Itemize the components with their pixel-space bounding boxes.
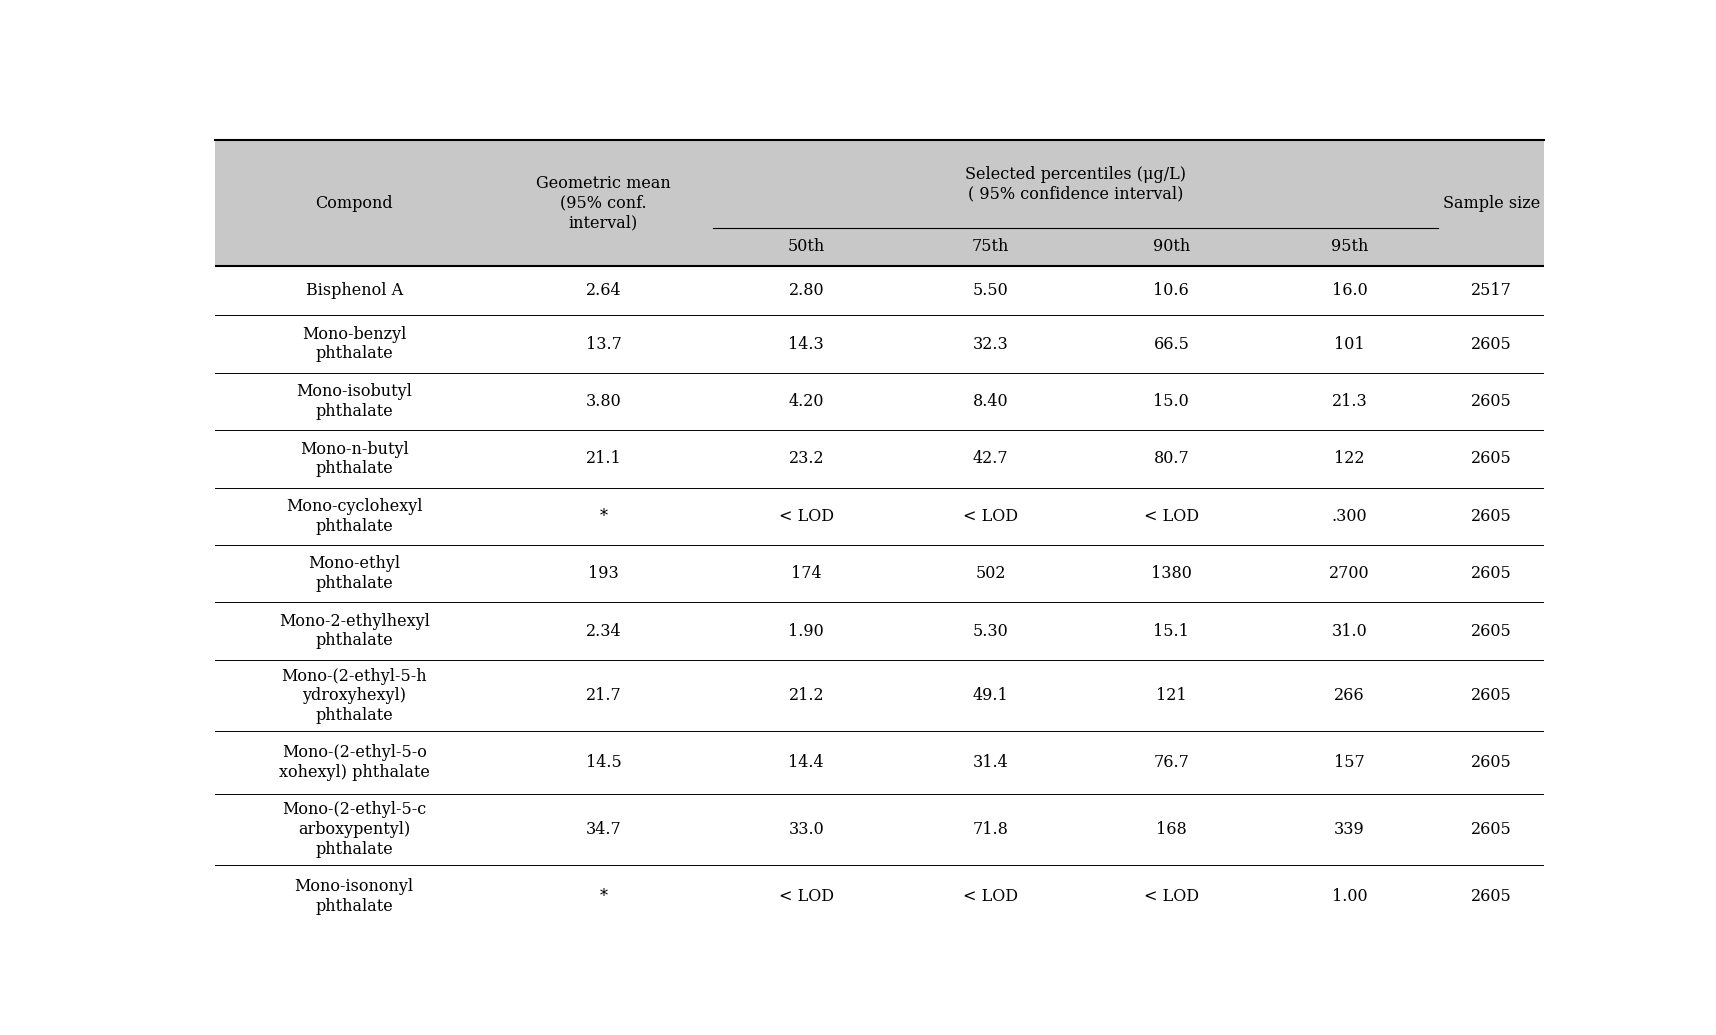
Text: 76.7: 76.7: [1153, 755, 1189, 771]
Text: 193: 193: [589, 565, 619, 582]
Text: 2605: 2605: [1471, 623, 1512, 640]
Text: 21.7: 21.7: [585, 687, 621, 704]
Text: 2605: 2605: [1471, 393, 1512, 410]
Text: 33.0: 33.0: [788, 821, 824, 838]
Text: 31.0: 31.0: [1332, 623, 1368, 640]
Text: 2.80: 2.80: [788, 283, 824, 299]
Text: 32.3: 32.3: [973, 335, 1009, 353]
Text: 16.0: 16.0: [1332, 283, 1368, 299]
Text: Mono-n-butyl
phthalate: Mono-n-butyl phthalate: [300, 441, 408, 477]
Text: 2605: 2605: [1471, 508, 1512, 525]
Text: 80.7: 80.7: [1153, 450, 1189, 468]
Text: 2700: 2700: [1330, 565, 1369, 582]
Text: 75th: 75th: [971, 238, 1009, 256]
Text: 42.7: 42.7: [973, 450, 1009, 468]
Text: Mono-(2-ethyl-5-h
ydroxyhexyl)
phthalate: Mono-(2-ethyl-5-h ydroxyhexyl) phthalate: [281, 668, 427, 723]
Text: 502: 502: [975, 565, 1006, 582]
Text: < LOD: < LOD: [779, 888, 834, 905]
Text: 1.00: 1.00: [1332, 888, 1368, 905]
Text: 71.8: 71.8: [973, 821, 1009, 838]
Text: 34.7: 34.7: [585, 821, 621, 838]
Text: 21.2: 21.2: [788, 687, 824, 704]
Text: 2605: 2605: [1471, 821, 1512, 838]
Text: 2605: 2605: [1471, 565, 1512, 582]
Text: Mono-benzyl
phthalate: Mono-benzyl phthalate: [302, 326, 407, 362]
Text: 13.7: 13.7: [585, 335, 621, 353]
Text: < LOD: < LOD: [963, 508, 1018, 525]
Text: 121: 121: [1157, 687, 1187, 704]
Text: 23.2: 23.2: [788, 450, 824, 468]
Bar: [214, 865, 1544, 927]
Text: 3.80: 3.80: [585, 393, 621, 410]
Text: 15.0: 15.0: [1153, 393, 1189, 410]
Text: *: *: [599, 508, 607, 525]
Text: Selected percentiles (μg/L)
( 95% confidence interval): Selected percentiles (μg/L) ( 95% confid…: [964, 166, 1186, 202]
Bar: [214, 266, 1544, 316]
Text: 2605: 2605: [1471, 755, 1512, 771]
Bar: [214, 545, 1544, 602]
Bar: [214, 316, 1544, 373]
Text: 2517: 2517: [1471, 283, 1512, 299]
Bar: [214, 140, 1544, 266]
Text: 122: 122: [1335, 450, 1364, 468]
Bar: [214, 732, 1544, 794]
Text: 31.4: 31.4: [973, 755, 1009, 771]
Text: 21.3: 21.3: [1332, 393, 1368, 410]
Text: 5.30: 5.30: [973, 623, 1009, 640]
Bar: [214, 373, 1544, 431]
Text: 14.3: 14.3: [788, 335, 824, 353]
Text: 2605: 2605: [1471, 888, 1512, 905]
Text: < LOD: < LOD: [1145, 888, 1199, 905]
Text: 49.1: 49.1: [973, 687, 1009, 704]
Text: .300: .300: [1332, 508, 1368, 525]
Text: Mono-isononyl
phthalate: Mono-isononyl phthalate: [295, 878, 414, 915]
Text: 15.1: 15.1: [1153, 623, 1189, 640]
Text: Mono-cyclohexyl
phthalate: Mono-cyclohexyl phthalate: [287, 498, 422, 535]
Text: Mono-isobutyl
phthalate: Mono-isobutyl phthalate: [297, 383, 412, 420]
Text: 266: 266: [1335, 687, 1364, 704]
Text: Mono-ethyl
phthalate: Mono-ethyl phthalate: [309, 556, 400, 592]
Text: *: *: [599, 888, 607, 905]
Text: 339: 339: [1335, 821, 1364, 838]
Text: < LOD: < LOD: [779, 508, 834, 525]
Text: 21.1: 21.1: [585, 450, 621, 468]
Text: 4.20: 4.20: [789, 393, 824, 410]
Text: 2605: 2605: [1471, 450, 1512, 468]
Text: 174: 174: [791, 565, 822, 582]
Text: Mono-(2-ethyl-5-c
arboxypentyl)
phthalate: Mono-(2-ethyl-5-c arboxypentyl) phthalat…: [281, 801, 426, 858]
Text: Mono-(2-ethyl-5-o
xohexyl) phthalate: Mono-(2-ethyl-5-o xohexyl) phthalate: [278, 744, 429, 780]
Text: 2605: 2605: [1471, 687, 1512, 704]
Text: 50th: 50th: [788, 238, 825, 256]
Text: 1.90: 1.90: [788, 623, 824, 640]
Text: 66.5: 66.5: [1153, 335, 1189, 353]
Text: Compond: Compond: [316, 195, 393, 211]
Text: 101: 101: [1335, 335, 1364, 353]
Text: < LOD: < LOD: [963, 888, 1018, 905]
Text: 8.40: 8.40: [973, 393, 1009, 410]
Text: 10.6: 10.6: [1153, 283, 1189, 299]
Text: 90th: 90th: [1153, 238, 1189, 256]
Text: 2.64: 2.64: [585, 283, 621, 299]
Text: 157: 157: [1335, 755, 1364, 771]
Text: 14.5: 14.5: [585, 755, 621, 771]
Text: 14.4: 14.4: [788, 755, 824, 771]
Bar: [214, 602, 1544, 659]
Bar: [214, 487, 1544, 545]
Text: 1380: 1380: [1151, 565, 1193, 582]
Text: 5.50: 5.50: [973, 283, 1009, 299]
Text: Mono-2-ethylhexyl
phthalate: Mono-2-ethylhexyl phthalate: [278, 613, 429, 649]
Text: Sample size: Sample size: [1443, 195, 1539, 211]
Text: 168: 168: [1157, 821, 1187, 838]
Bar: [214, 659, 1544, 732]
Text: Geometric mean
(95% conf.
interval): Geometric mean (95% conf. interval): [535, 175, 671, 231]
Bar: [214, 794, 1544, 865]
Text: 95th: 95th: [1332, 238, 1368, 256]
Bar: [214, 431, 1544, 487]
Text: 2605: 2605: [1471, 335, 1512, 353]
Text: 2.34: 2.34: [585, 623, 621, 640]
Text: < LOD: < LOD: [1145, 508, 1199, 525]
Text: Bisphenol A: Bisphenol A: [305, 283, 403, 299]
